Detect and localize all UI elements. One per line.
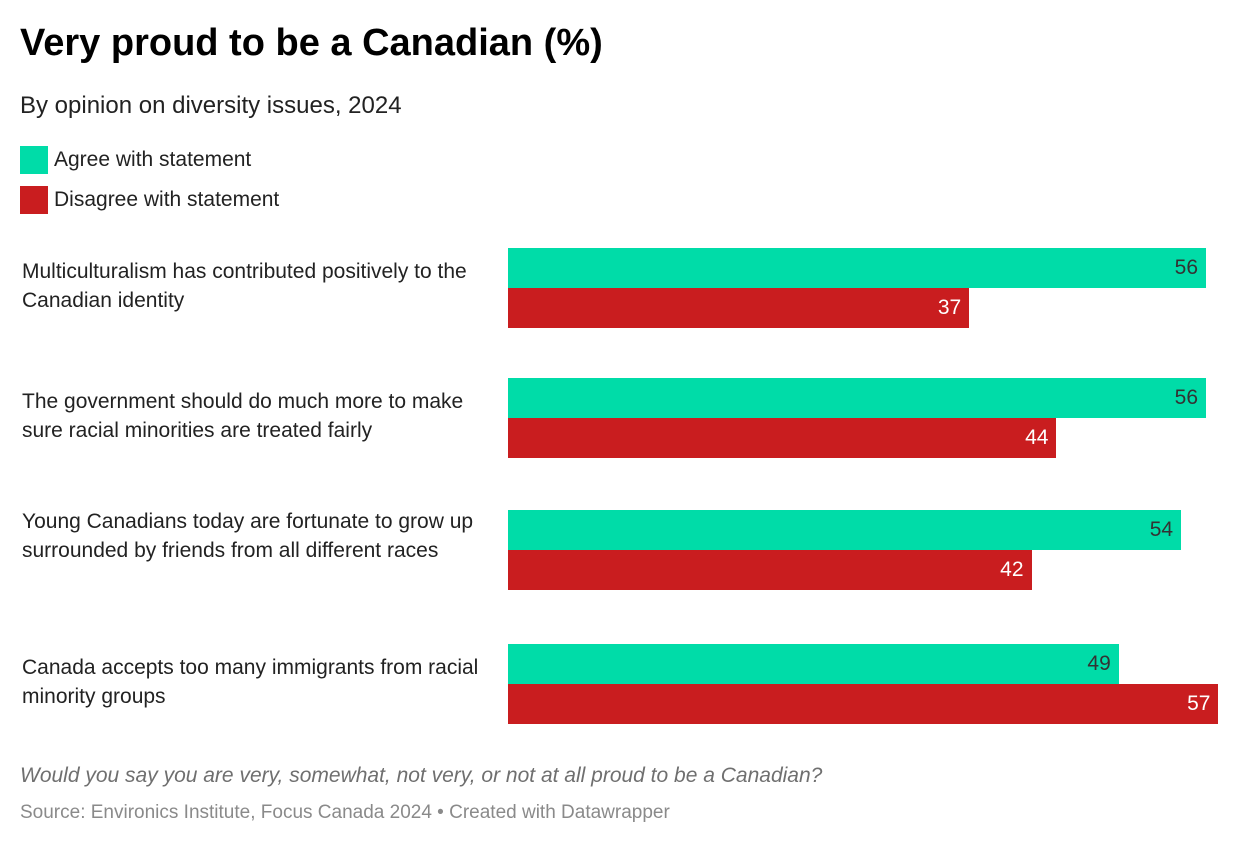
- data-label: 54: [1149, 518, 1174, 541]
- legend-label: Disagree with statement: [54, 188, 280, 211]
- data-label: 44: [1025, 426, 1049, 449]
- bar-disagree: 44: [508, 418, 1057, 458]
- bar-agree: 54: [508, 510, 1182, 550]
- chart-subtitle: By opinion on diversity issues, 2024: [20, 92, 402, 119]
- chart-title: Very proud to be a Canadian (%): [20, 22, 603, 64]
- category-label: The government should do much more to ma…: [22, 390, 464, 442]
- legend-item-agree: Agree with statement: [20, 146, 251, 174]
- data-label: 37: [937, 296, 962, 319]
- data-label: 56: [1174, 386, 1198, 409]
- bar-agree: 56: [508, 248, 1206, 288]
- category-label: Multiculturalism has contributed positiv…: [22, 260, 467, 312]
- question-note: Would you say you are very, somewhat, no…: [20, 764, 823, 787]
- bar-disagree: 42: [508, 550, 1032, 590]
- bar-disagree: 57: [508, 684, 1219, 724]
- data-label: 57: [1187, 692, 1211, 715]
- category-label: Canada accepts too many immigrants from …: [22, 656, 479, 708]
- category-label: Young Canadians today are fortunate to g…: [22, 510, 474, 562]
- legend-label: Agree with statement: [54, 148, 252, 171]
- data-label: 42: [1000, 558, 1024, 581]
- data-label: 56: [1174, 256, 1198, 279]
- bar-disagree: 37: [508, 288, 970, 328]
- legend-swatch-agree: [20, 146, 48, 174]
- source-line: Source: Environics Institute, Focus Cana…: [20, 802, 670, 823]
- legend-item-disagree: Disagree with statement: [20, 186, 279, 214]
- bar-agree: 56: [508, 378, 1206, 418]
- bar-agree: 49: [508, 644, 1119, 684]
- legend-swatch-disagree: [20, 186, 48, 214]
- data-label: 49: [1087, 652, 1111, 675]
